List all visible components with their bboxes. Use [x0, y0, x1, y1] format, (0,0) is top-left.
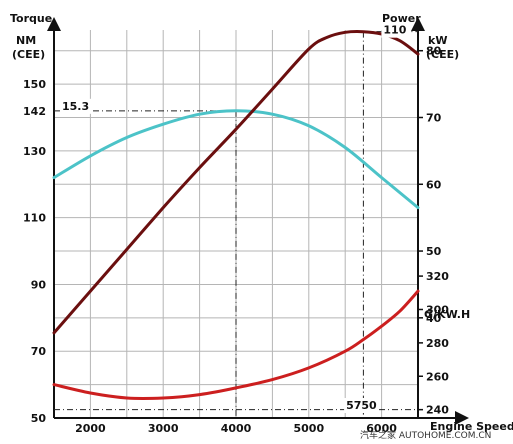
left-y-tick-label: 110 — [23, 212, 46, 225]
consumption-tick-label: 300 — [426, 303, 449, 316]
power-peak-rpm-label-bg — [344, 398, 380, 413]
left-y-tick-label: 70 — [31, 345, 47, 358]
left-y-tick-label: 50 — [31, 412, 47, 425]
power-peak-label-bg — [381, 22, 409, 38]
right-axis-unit2: (CEE) — [426, 48, 459, 61]
power-curve — [52, 30, 420, 335]
torque-peak-value-label-bg — [21, 103, 48, 119]
series-lines — [52, 30, 420, 400]
left-axis-title: Torque — [10, 12, 52, 25]
left-y-tick-label: 150 — [23, 78, 46, 91]
watermark: 汽车之家 AUTOHOME.COM.CN — [360, 429, 491, 441]
consumption-tick-label: 320 — [426, 270, 449, 283]
right-axis-unit: kW — [428, 34, 447, 47]
tick-labels: 2000 3000 4000 5000 6000 50 70 90 110 130 150 40 50 6… — [23, 45, 449, 435]
power-tick-label: 80 — [426, 45, 442, 58]
x-tick-label: 5000 — [293, 422, 324, 435]
left-axis-unit2: (CEE) — [12, 48, 45, 61]
x-tick-label: 4000 — [221, 422, 252, 435]
power-peak-rpm-label: 5750 — [346, 399, 377, 412]
consumption-curve — [52, 289, 420, 400]
torque-peak-label-bg — [60, 98, 92, 114]
power-tick-label: 50 — [426, 245, 442, 258]
x-tick-label: 6000 — [366, 422, 397, 435]
x-tick-label: 2000 — [75, 422, 106, 435]
torque-peak-label: 15.3 — [62, 100, 89, 113]
left-y-tick-label: 90 — [31, 278, 47, 291]
consumption-axis-unit: G/KW.H — [424, 308, 470, 321]
x-tick-label: 3000 — [148, 422, 179, 435]
torque-peak-value-label: 142 — [23, 105, 46, 118]
left-y-tick-label: 130 — [23, 145, 46, 158]
right-axis-title: Power — [382, 12, 421, 25]
x-axis-title: Engine Speed — [430, 420, 513, 433]
power-tick-label: 70 — [426, 111, 442, 124]
power-tick-label: 40 — [426, 312, 442, 325]
torque-curve — [52, 109, 420, 210]
annotation-labels: 142 15.3 110 5750 — [21, 22, 409, 413]
consumption-tick-label: 280 — [426, 337, 449, 350]
power-peak-label: 110 — [383, 24, 406, 37]
consumption-tick-label: 260 — [426, 370, 449, 383]
consumption-tick-label: 240 — [426, 404, 449, 417]
left-axis-unit: NM — [16, 34, 36, 47]
power-tick-label: 60 — [426, 178, 442, 191]
